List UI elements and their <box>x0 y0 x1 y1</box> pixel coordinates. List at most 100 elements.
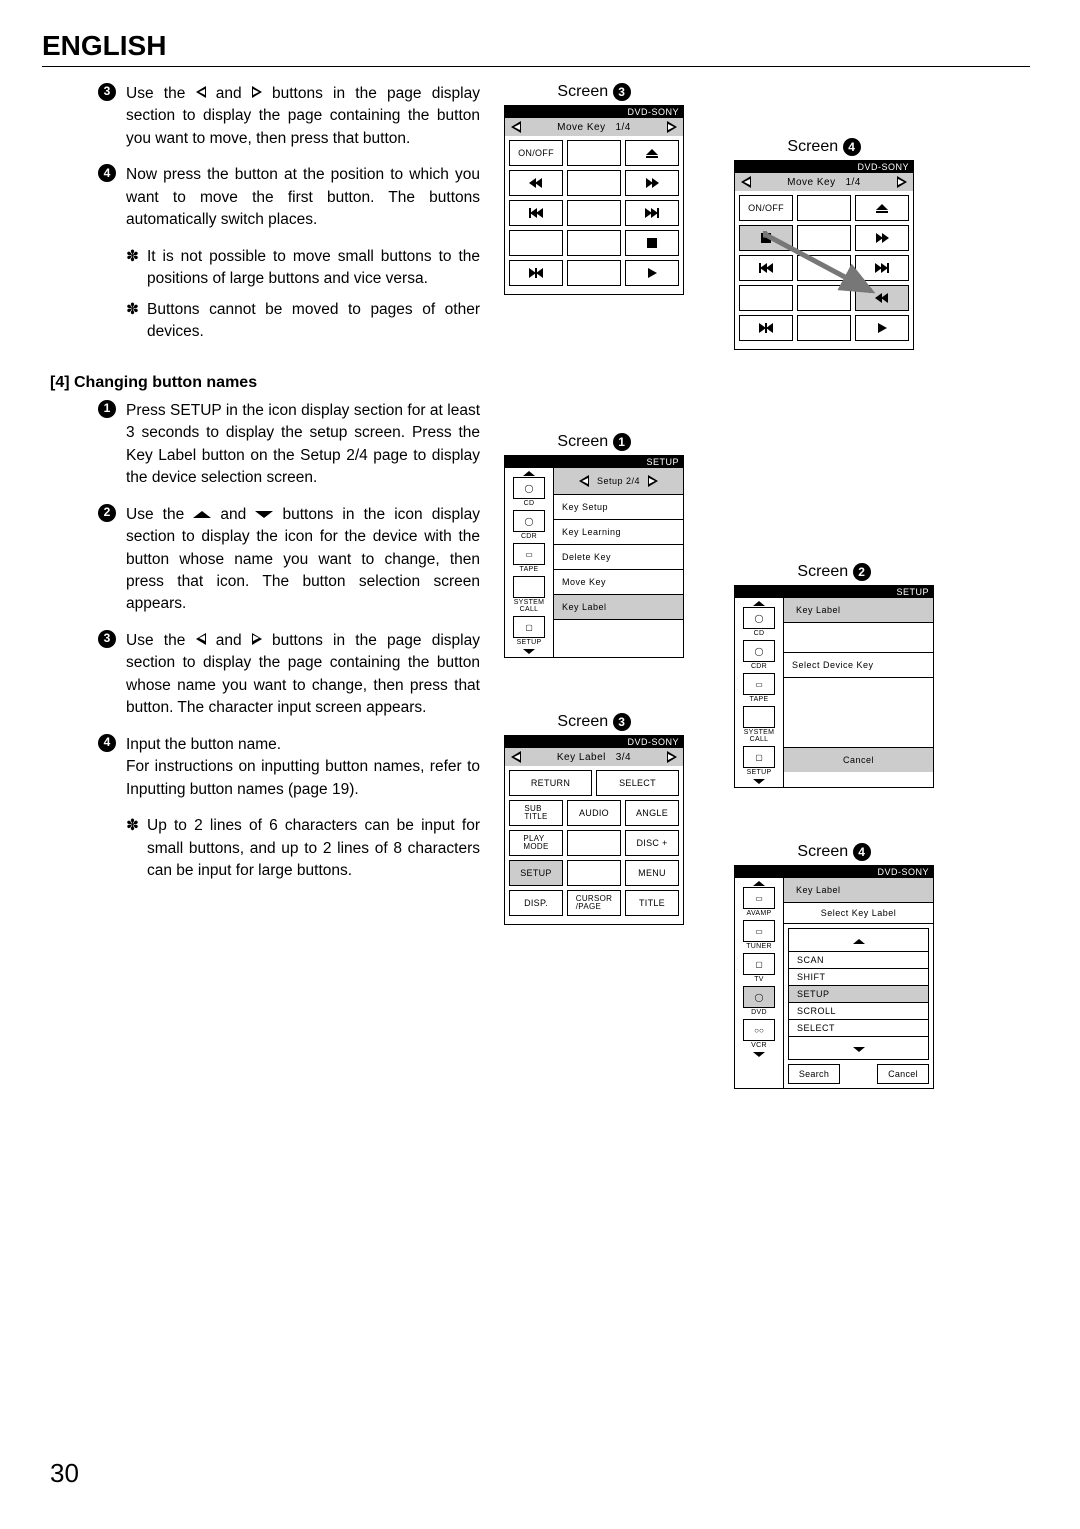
device-icon[interactable]: ▭ <box>743 673 775 695</box>
device-icon[interactable]: ○○ <box>743 1019 775 1041</box>
header-rule <box>42 66 1030 67</box>
skip-prev-button[interactable] <box>509 200 563 226</box>
grid-button[interactable]: CURSOR /PAGE <box>567 890 621 916</box>
up-tri-icon <box>193 511 211 518</box>
screen-s1-4: Screen 4 DVD-SONY Move Key 1/4 ON/OFF <box>734 138 914 350</box>
list-item[interactable]: SHIFT <box>789 969 928 986</box>
left-hollow-icon <box>196 633 206 645</box>
grid-button[interactable]: DISP. <box>509 890 563 916</box>
rewind-button[interactable] <box>855 285 909 311</box>
grid-button[interactable]: ANGLE <box>625 800 679 826</box>
scroll-down-icon[interactable] <box>523 649 535 654</box>
rewind-button[interactable] <box>509 170 563 196</box>
prev-icon[interactable] <box>741 176 751 188</box>
device-icon[interactable]: ▢ <box>743 746 775 768</box>
eject-button[interactable] <box>625 140 679 166</box>
s2-step3: 3 Use the and buttons in the page displa… <box>98 630 480 720</box>
prev-icon[interactable] <box>511 751 521 763</box>
section-title: [4] Changing button names <box>50 374 480 392</box>
device-icon[interactable]: ▭ <box>513 543 545 565</box>
bullet-3b: 3 <box>98 630 116 648</box>
grid-button[interactable]: TITLE <box>625 890 679 916</box>
bidir-button[interactable] <box>739 315 793 341</box>
device-icon[interactable]: ◯ <box>513 510 545 532</box>
device-icon[interactable] <box>743 706 775 728</box>
device-icon[interactable]: ▢ <box>513 616 545 638</box>
ffwd-button[interactable] <box>855 225 909 251</box>
bullet-2: 2 <box>98 504 116 522</box>
s1-step4: 4 Now press the button at the position t… <box>98 164 480 231</box>
device-icon[interactable]: ◯ <box>743 607 775 629</box>
cancel-button[interactable]: Cancel <box>784 748 933 772</box>
page-number: 30 <box>50 1458 79 1489</box>
screen-s2-1: Screen 1 SETUP ◯CD ◯CDR ▭TAPE SYSTEM CAL… <box>504 433 684 658</box>
s1-note-a: ✽ It is not possible to move small butto… <box>126 246 480 291</box>
prev-icon[interactable] <box>511 121 521 133</box>
grid-button[interactable]: SUB TITLE <box>509 800 563 826</box>
stop-button[interactable] <box>625 230 679 256</box>
play-button[interactable] <box>625 260 679 286</box>
onoff-button[interactable]: ON/OFF <box>739 195 793 221</box>
s2-step4: 4 Input the button name. For instruction… <box>98 734 480 801</box>
down-tri-icon <box>255 511 273 518</box>
skip-next-button[interactable] <box>625 200 679 226</box>
right-hollow-icon <box>252 633 262 645</box>
grid-button[interactable]: AUDIO <box>567 800 621 826</box>
s2-note-a: ✽ Up to 2 lines of 6 characters can be i… <box>126 815 480 882</box>
device-icon[interactable]: ▭ <box>743 920 775 942</box>
next-icon[interactable] <box>897 176 907 188</box>
instruction-text: Select Device Key <box>784 653 933 678</box>
grid-button[interactable]: RETURN <box>509 770 592 796</box>
scroll-down-icon[interactable] <box>753 779 765 784</box>
list-item[interactable]: SCAN <box>789 952 928 969</box>
device-icon[interactable] <box>513 576 545 598</box>
bullet-1: 1 <box>98 400 116 418</box>
s2-step2: 2 Use the and buttons in the icon displa… <box>98 504 480 616</box>
right-hollow-icon <box>252 86 262 98</box>
device-icon[interactable]: ◯ <box>513 477 545 499</box>
grid-button[interactable]: SETUP <box>509 860 563 886</box>
s1-note-b: ✽ Buttons cannot be moved to pages of ot… <box>126 299 480 344</box>
screen-s2-2: Screen 2 SETUP ◯CD ◯CDR ▭TAPE SYSTEM CAL… <box>734 563 934 788</box>
device-icon[interactable]: ◯ <box>743 640 775 662</box>
menu-item[interactable]: Delete Key <box>554 545 683 570</box>
screens-column: Screen 3 DVD-SONY Move Key 1/4 ON/OFF <box>504 83 1030 891</box>
menu-item[interactable]: Key Label <box>554 595 683 620</box>
next-icon[interactable] <box>667 121 677 133</box>
device-icon[interactable]: ▢ <box>743 953 775 975</box>
skip-prev-button[interactable] <box>739 255 793 281</box>
scroll-up-icon[interactable] <box>753 881 765 886</box>
menu-item[interactable]: Key Setup <box>554 495 683 520</box>
page-header: ENGLISH <box>42 30 1030 62</box>
screen-s2-3: Screen 3 DVD-SONY Key Label 3/4 RETURNSE… <box>504 713 684 925</box>
ffwd-button[interactable] <box>625 170 679 196</box>
left-hollow-icon <box>196 86 206 98</box>
scroll-down-icon[interactable] <box>753 1052 765 1057</box>
play-button[interactable] <box>855 315 909 341</box>
grid-button[interactable]: PLAY MODE <box>509 830 563 856</box>
menu-item[interactable]: Key Learning <box>554 520 683 545</box>
list-item[interactable]: SETUP <box>789 986 928 1003</box>
list-item[interactable]: SCROLL <box>789 1003 928 1020</box>
bullet-3: 3 <box>98 83 116 101</box>
grid-button[interactable]: MENU <box>625 860 679 886</box>
onoff-button[interactable]: ON/OFF <box>509 140 563 166</box>
bullet-4b: 4 <box>98 734 116 752</box>
skip-next-button[interactable] <box>855 255 909 281</box>
stop-button[interactable] <box>739 225 793 251</box>
device-icon[interactable]: ▭ <box>743 887 775 909</box>
list-item[interactable]: SELECT <box>789 1020 928 1037</box>
bidir-button[interactable] <box>509 260 563 286</box>
cancel-button[interactable]: Cancel <box>877 1064 929 1084</box>
menu-item[interactable]: Move Key <box>554 570 683 595</box>
scroll-up-icon[interactable] <box>753 601 765 606</box>
device-icon[interactable]: ◯ <box>743 986 775 1008</box>
instruction-text: Select Key Label <box>784 903 933 924</box>
grid-button[interactable]: DISC + <box>625 830 679 856</box>
text-column: 3 Use the and buttons in the page displa… <box>50 83 480 891</box>
scroll-up-icon[interactable] <box>523 471 535 476</box>
next-icon[interactable] <box>667 751 677 763</box>
eject-button[interactable] <box>855 195 909 221</box>
search-button[interactable]: Search <box>788 1064 840 1084</box>
grid-button[interactable]: SELECT <box>596 770 679 796</box>
